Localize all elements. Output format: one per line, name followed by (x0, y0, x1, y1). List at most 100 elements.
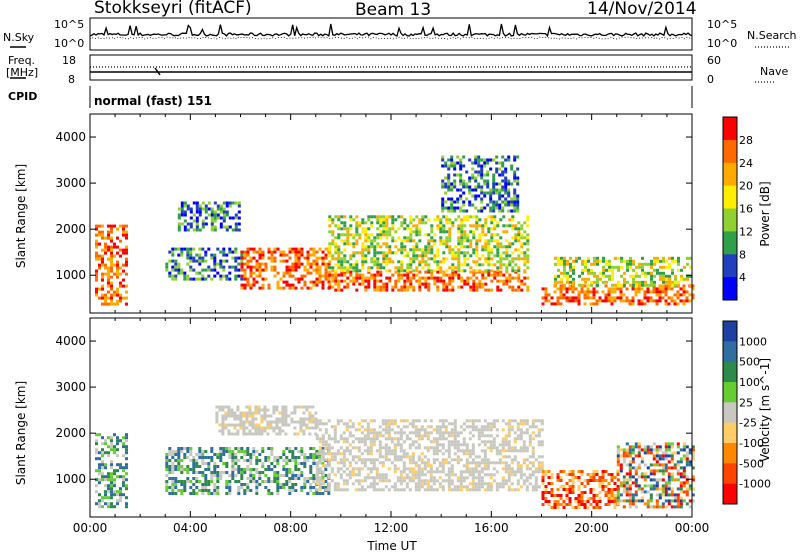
power-echo-cell (655, 290, 659, 294)
power-echo-cell (183, 204, 187, 208)
power-echo-cell (340, 221, 344, 225)
power-echo-cell (462, 200, 466, 204)
power-echo-cell (234, 259, 238, 263)
power-echo-cell (300, 277, 304, 281)
velocity-echo-cell (534, 467, 538, 471)
power-echo-cell (480, 200, 484, 204)
power-echo-cell (213, 262, 217, 266)
velocity-echo-cell (640, 472, 644, 476)
nave-tick-high: 60 (707, 54, 721, 67)
velocity-echo-cell (246, 453, 250, 456)
velocity-echo-cell (562, 488, 566, 491)
velocity-echo-cell (396, 437, 400, 441)
velocity-echo-cell (522, 431, 526, 435)
power-echo-cell (460, 239, 464, 243)
power-echo-cell (629, 256, 632, 260)
power-echo-cell (400, 288, 404, 292)
power-echo-cell (463, 218, 467, 222)
power-echo-cell (584, 268, 587, 272)
power-echo-cell (459, 182, 463, 186)
velocity-echo-cell (264, 459, 268, 462)
power-echo-cell (578, 283, 581, 287)
velocity-echo-cell (405, 434, 409, 438)
power-echo-cell (486, 173, 490, 177)
power-colorbar-swatch (723, 162, 737, 187)
power-echo-cell (501, 173, 505, 177)
power-echo-region (165, 247, 244, 281)
velocity-echo-cell (595, 479, 599, 482)
velocity-echo-cell (369, 440, 373, 444)
velocity-echo-cell (357, 449, 361, 453)
power-echo-cell (496, 233, 500, 237)
power-echo-cell (595, 302, 599, 306)
velocity-echo-cell (375, 458, 379, 462)
velocity-echo-cell (471, 443, 475, 447)
velocity-echo-cell (556, 506, 560, 509)
power-echo-cell (312, 283, 316, 287)
velocity-echo-cell (219, 447, 223, 450)
velocity-echo-cell (541, 503, 545, 506)
power-echo-cell (644, 271, 647, 275)
velocity-echo-cell (516, 488, 520, 492)
velocity-echo-cell (192, 456, 196, 459)
power-echo-cell (276, 247, 280, 251)
velocity-echo-cell (441, 464, 445, 468)
power-echo-cell (104, 302, 107, 306)
power-echo-cell (228, 277, 232, 281)
power-echo-cell (171, 247, 175, 251)
power-echo-cell (391, 288, 395, 292)
velocity-echo-cell (221, 432, 225, 436)
power-echo-cell (508, 279, 512, 283)
power-echo-cell (523, 251, 527, 255)
velocity-echo-cell (288, 447, 292, 450)
power-echo-cell (623, 280, 626, 284)
power-echo-cell (457, 242, 461, 246)
power-echo-cell (394, 251, 398, 255)
velocity-echo-cell (378, 446, 382, 450)
power-echo-cell (116, 272, 119, 276)
velocity-echo-cell (399, 479, 403, 483)
power-echo-cell (116, 302, 119, 306)
velocity-echo-cell (604, 491, 608, 494)
velocity-echo-cell (501, 437, 505, 441)
power-echo-cell (676, 302, 680, 306)
power-echo-cell (337, 285, 341, 289)
velocity-echo-cell (643, 448, 647, 452)
power-echo-cell (349, 273, 353, 277)
velocity-echo-cell (107, 484, 110, 488)
power-echo-cell (501, 179, 505, 183)
power-echo-cell (189, 268, 193, 272)
power-echo-cell (442, 227, 446, 231)
velocity-echo-cell (327, 482, 331, 486)
power-echo-cell (258, 256, 262, 260)
velocity-echo-cell (516, 422, 520, 426)
velocity-echo-cell (281, 405, 285, 409)
velocity-echo-cell (339, 488, 343, 492)
velocity-echo-cell (122, 484, 125, 488)
power-echo-cell (427, 245, 431, 249)
velocity-echo-cell (293, 408, 297, 412)
power-echo-cell (677, 268, 680, 272)
power-echo-cell (495, 170, 499, 174)
velocity-echo-cell (201, 462, 205, 465)
velocity-echo-cell (601, 470, 605, 473)
velocity-echo-cell (592, 476, 596, 479)
power-echo-cell (484, 239, 488, 243)
power-echo-cell (574, 299, 578, 303)
velocity-echo-cell (366, 467, 370, 471)
velocity-echo-cell (471, 458, 475, 462)
velocity-echo-cell (107, 454, 110, 458)
power-echo-cell (638, 274, 641, 278)
velocity-echo-cell (679, 475, 683, 479)
power-echo-cell (198, 213, 202, 217)
power-echo-cell (361, 227, 365, 231)
velocity-echo-cell (333, 482, 337, 486)
velocity-echo-cell (291, 477, 295, 480)
power-echo-cell (424, 260, 428, 264)
velocity-echo-cell (417, 455, 421, 459)
velocity-echo-cell (471, 446, 475, 450)
velocity-echo-cell (631, 448, 635, 452)
power-echo-cell (511, 224, 515, 228)
power-echo-cell (469, 224, 473, 228)
power-echo-cell (388, 279, 392, 283)
